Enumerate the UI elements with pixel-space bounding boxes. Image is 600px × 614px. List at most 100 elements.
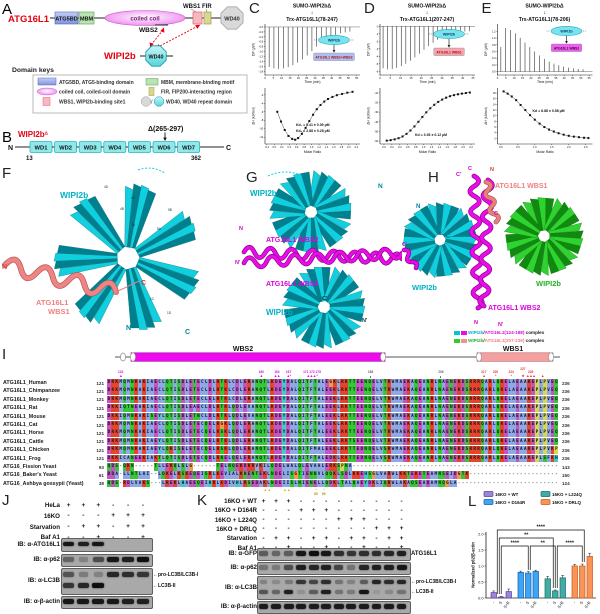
itc-data-point <box>287 134 290 137</box>
panel-a-b: A ATG16L1 ATG5BD MBM coiled coil WBS1 FI… <box>2 1 248 162</box>
itc-data-point <box>524 109 527 112</box>
condition-value: - <box>337 534 340 542</box>
end-residue: 236 <box>562 414 570 420</box>
xtick-label: S <box>497 600 503 605</box>
c-terminus-label: C <box>410 260 414 266</box>
itc-ytick: 0.0 <box>259 25 263 29</box>
condition-value: + <box>396 544 408 551</box>
itc-ytick: -10 <box>374 91 378 95</box>
blade-label: 4B <box>120 207 124 211</box>
itc-data-point <box>468 91 471 94</box>
condition-value: + <box>324 534 329 542</box>
significance-bracket <box>500 545 529 594</box>
blade-label: 4A <box>131 223 136 227</box>
itc-figure-C: C SUMO-WIPI2bΔ↓Trx-ATG16L1(78-247)0.0-0.2… <box>249 0 360 154</box>
condition-value: - <box>287 525 290 533</box>
itc-xtick: 25 <box>538 76 541 80</box>
end-residue: 236 <box>562 397 570 403</box>
condition-value: + <box>81 523 86 531</box>
itc-xtick: 15 <box>289 76 292 80</box>
blot-band <box>347 589 356 595</box>
condition-value: - <box>287 506 290 514</box>
itc-xtick: 1.0 <box>422 145 426 149</box>
condition-value: + <box>286 534 291 542</box>
panel-i-alignment: I WBS2 WBS1 124 ▲ 160 ▲ 164 ▲▲ 167 ▲* 171 172 17… <box>0 344 600 496</box>
legend-swatch <box>461 338 467 343</box>
blot-band <box>396 604 407 609</box>
blot-band <box>122 557 134 562</box>
itc-ytick: -0.6 <box>259 40 264 44</box>
itc-xtick: 25 <box>305 76 308 80</box>
itc-xtick: 0.2 <box>390 145 394 149</box>
panel-label-h: H <box>428 169 439 186</box>
alignment-row: ATG16_Ashbya gossypii (Yeast) 38 QDS-RDLVA… <box>0 479 600 488</box>
schematic-cap <box>380 352 386 362</box>
b-c-terminus: C <box>226 145 231 152</box>
blot-band <box>284 565 294 570</box>
itc-data-point <box>331 95 334 98</box>
itc-xtick: 55 <box>588 76 591 80</box>
itc-ytick: 1.2 <box>492 29 496 33</box>
itc-data-point <box>276 110 279 113</box>
end-residue: 236 <box>562 380 570 386</box>
wd-repeat-row: WD1 WD2 WD3 WD4 WD5 WD6 WD7 <box>29 141 201 153</box>
itc-xtick: 10 <box>513 76 516 80</box>
deletion-arrowhead <box>163 137 167 141</box>
alignment-annotations: 124 ▲ 160 ▲ 164 ▲▲ 167 ▲* 171 172 175 ▲▲▲ * 188 206… <box>0 367 600 379</box>
blot-band <box>308 604 319 609</box>
itc-ylabel-dp: DP (µW) <box>367 43 371 56</box>
legend-swatch-fir <box>148 87 155 96</box>
helix <box>483 180 501 224</box>
blot-band <box>347 579 356 585</box>
annotation-marker: ▲ <box>482 374 486 379</box>
panel-k-blot: K 16KO + WT + + + - - - - - - - - -16KO + D164R - - - + + +… <box>196 490 460 614</box>
blot-band <box>358 589 369 595</box>
legend-text-part: WIPI2b <box>468 330 484 335</box>
annotation-marker: ▲ <box>286 488 291 492</box>
wbs2-helix-cylinder <box>130 352 386 362</box>
label-pointer-1 <box>190 8 197 13</box>
blot-band <box>334 579 343 585</box>
itc-xtick: 20 <box>297 76 300 80</box>
alignment-row: ATG16L1_Horse 121 DRKMQMNKAKIAECLQTISDLETE… <box>0 429 600 437</box>
blade-label: 4C <box>131 196 136 200</box>
itc-xtick: 50 <box>347 76 350 80</box>
blot-band <box>259 551 268 556</box>
itc-kd-value: Kd = 6.88 ± 0.58 µM <box>533 109 565 113</box>
itc-ytick: -2 <box>376 39 379 43</box>
itc-xtick: 2.0 <box>461 145 465 149</box>
blot-band <box>384 604 394 609</box>
sequence: DRKMQMNKAKIAEYLQKISELETECQELRSKLQDLERANQ… <box>107 446 559 454</box>
wd-repeat-label: WD1 <box>35 146 49 152</box>
legend-text-part: / <box>483 330 485 335</box>
condition-value: - <box>122 534 134 541</box>
sequence: DKKIQTNEAKIAECLQTISDLEAECLDLRTKLQDLEVANQ… <box>107 404 559 412</box>
itc-ytick: 8 <box>494 119 496 123</box>
condition-value: - <box>270 544 282 551</box>
legend-text-part: complex <box>524 330 545 335</box>
wipi2b-label: WIPI2b <box>412 283 437 292</box>
condition-value: + <box>274 534 278 542</box>
legend-item: WD40, WD40 repeat domain <box>166 100 232 106</box>
legend-swatch <box>454 338 460 343</box>
blot-label: IB: α-p62 <box>33 556 61 563</box>
itc-ytick: -60 <box>374 139 378 143</box>
blot-band <box>321 604 332 609</box>
itc-data-point <box>572 135 575 138</box>
condition-value: - <box>375 534 378 542</box>
bar <box>579 565 586 599</box>
annotation-marker: ▲ <box>540 374 545 379</box>
b-start-residue: 13 <box>26 156 33 162</box>
domain-wd40-label: WD40 <box>224 17 240 23</box>
alignment-row: ATG16L1_Chicken 121 DRKMQMNKAKIAEYLQKISELE… <box>0 446 600 454</box>
condition-value: - <box>300 525 303 533</box>
itc-ytick: 18 <box>493 91 496 95</box>
significance-stars: **** <box>565 541 574 547</box>
condition-value: - <box>337 506 340 514</box>
itc-data-point <box>577 136 580 139</box>
end-residue: 124 <box>562 481 570 487</box>
blot-label: IB: α-ATG16L1 <box>17 540 60 548</box>
blot-band <box>93 572 103 577</box>
condition-value: + <box>92 534 104 541</box>
blot-label: IB: α-LC3B <box>28 577 60 584</box>
